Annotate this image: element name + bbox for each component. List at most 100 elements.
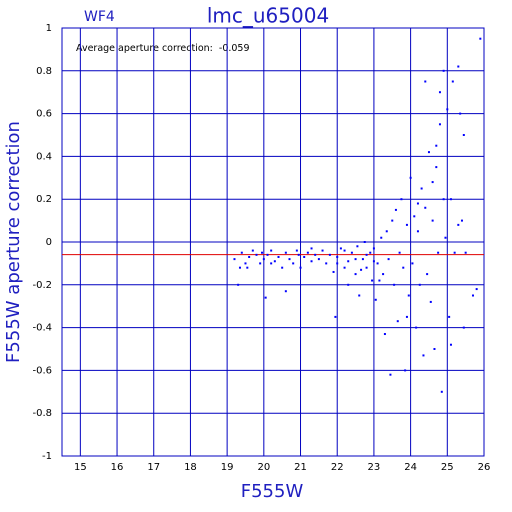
- y-tick-label: 0.8: [36, 66, 52, 77]
- point: [328, 253, 331, 256]
- point: [446, 108, 449, 111]
- point: [402, 266, 405, 269]
- point: [462, 326, 465, 329]
- subtitle: WF4: [84, 9, 115, 25]
- point: [431, 219, 434, 222]
- x-tick-label: 21: [294, 462, 307, 473]
- point: [437, 251, 440, 254]
- y-tick-label: -0.4: [32, 323, 52, 334]
- y-tick-label: 0.6: [36, 109, 52, 120]
- point: [451, 80, 454, 83]
- point: [407, 294, 410, 297]
- y-tick-label: -0.2: [32, 280, 52, 291]
- point: [281, 266, 284, 269]
- point: [418, 283, 421, 286]
- point: [387, 258, 390, 261]
- point: [363, 241, 366, 243]
- point: [248, 255, 251, 258]
- point: [427, 151, 430, 154]
- point: [336, 255, 339, 258]
- point: [374, 298, 377, 301]
- point: [270, 249, 273, 252]
- point: [295, 249, 298, 252]
- point: [462, 134, 465, 136]
- point: [449, 198, 452, 201]
- point: [424, 80, 427, 83]
- point: [369, 251, 372, 254]
- point: [415, 326, 418, 329]
- point: [284, 251, 287, 254]
- y-tick-label: -1: [42, 451, 52, 462]
- point: [435, 144, 438, 147]
- point: [273, 260, 276, 263]
- x-tick-label: 18: [184, 462, 197, 473]
- point: [453, 251, 456, 254]
- point: [233, 258, 236, 261]
- point: [391, 219, 394, 222]
- point: [270, 262, 273, 265]
- point: [361, 258, 364, 261]
- point: [284, 290, 287, 293]
- point: [317, 258, 320, 261]
- point: [292, 262, 295, 265]
- point: [382, 273, 385, 276]
- point: [262, 258, 265, 261]
- annotation-label: Average aperture correction:: [76, 43, 213, 54]
- y-axis-label: F555W aperture correction: [3, 121, 24, 363]
- x-tick-label: 17: [147, 462, 160, 473]
- point: [237, 283, 240, 286]
- point: [438, 91, 441, 94]
- point: [396, 320, 399, 323]
- point: [429, 300, 432, 303]
- annotation: Average aperture correction: -0.059: [76, 43, 250, 54]
- point: [457, 65, 460, 68]
- point: [380, 236, 383, 239]
- point: [398, 251, 401, 254]
- point: [426, 273, 429, 276]
- point: [422, 354, 425, 357]
- point: [310, 247, 313, 250]
- point: [347, 283, 350, 286]
- point: [405, 223, 408, 226]
- x-tick-label: 22: [331, 462, 344, 473]
- point: [372, 247, 375, 250]
- point: [440, 390, 443, 393]
- point: [464, 251, 467, 254]
- point: [343, 266, 346, 269]
- point: [347, 260, 350, 263]
- point: [339, 247, 342, 250]
- point: [354, 273, 357, 276]
- point: [389, 373, 392, 376]
- point: [365, 266, 368, 269]
- x-tick-label: 25: [441, 462, 454, 473]
- point: [356, 245, 359, 248]
- point: [460, 219, 463, 222]
- point: [334, 315, 337, 318]
- point: [385, 230, 388, 233]
- point: [394, 208, 397, 211]
- point: [372, 260, 375, 263]
- point: [255, 253, 258, 256]
- point: [306, 251, 309, 254]
- point: [277, 255, 280, 258]
- y-tick-label: 0.4: [36, 151, 52, 162]
- point: [266, 253, 269, 256]
- point: [448, 315, 451, 318]
- point: [321, 249, 324, 252]
- y-tick-label: 1: [46, 23, 52, 34]
- point: [444, 236, 447, 239]
- point: [325, 262, 328, 265]
- x-tick-label: 15: [74, 462, 87, 473]
- point: [420, 187, 423, 190]
- point: [475, 288, 478, 291]
- x-tick-label: 20: [257, 462, 270, 473]
- point: [459, 112, 462, 115]
- point: [393, 283, 396, 286]
- x-tick-label: 19: [221, 462, 234, 473]
- point: [371, 279, 374, 282]
- point: [438, 123, 441, 126]
- point: [260, 251, 263, 254]
- point: [376, 262, 379, 265]
- point: [442, 198, 445, 201]
